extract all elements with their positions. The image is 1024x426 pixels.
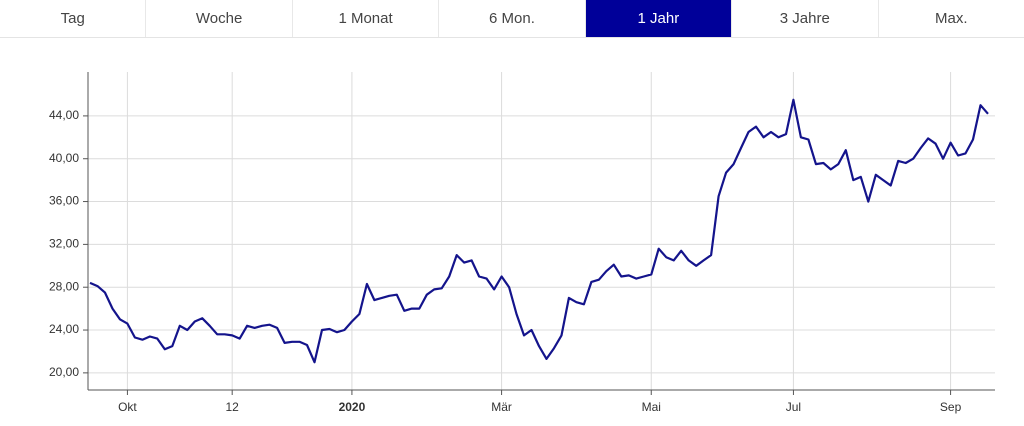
y-tick-label: 36,00 xyxy=(49,194,79,208)
range-tabs: Tag Woche 1 Monat 6 Mon. 1 Jahr 3 Jahre Max. xyxy=(0,0,1024,38)
price-line xyxy=(89,98,989,364)
range-tab[interactable]: 1 Monat xyxy=(293,0,440,37)
y-tick-label: 28,00 xyxy=(49,279,79,293)
x-tick-label: Mär xyxy=(491,400,512,414)
x-tick-label: 2020 xyxy=(339,400,366,414)
range-tab[interactable]: 1 Jahr xyxy=(585,0,733,37)
range-tab[interactable]: 6 Mon. xyxy=(439,0,586,37)
x-tick-label: 12 xyxy=(226,400,240,414)
range-tab[interactable]: Woche xyxy=(146,0,293,37)
x-tick-label: Okt xyxy=(118,400,137,414)
y-tick-label: 24,00 xyxy=(49,322,79,336)
y-tick-label: 44,00 xyxy=(49,108,79,122)
x-tick-label: Mai xyxy=(642,400,661,414)
range-tab[interactable]: Max. xyxy=(934,10,968,27)
y-tick-label: 32,00 xyxy=(49,237,79,251)
y-tick-label: 20,00 xyxy=(49,365,79,379)
x-tick-label: Sep xyxy=(940,400,962,414)
range-tab[interactable]: Tag xyxy=(0,0,147,37)
range-tab[interactable]: 3 Jahre xyxy=(732,0,879,37)
y-tick-label: 40,00 xyxy=(49,151,79,165)
x-tick-label: Jul xyxy=(786,400,801,414)
